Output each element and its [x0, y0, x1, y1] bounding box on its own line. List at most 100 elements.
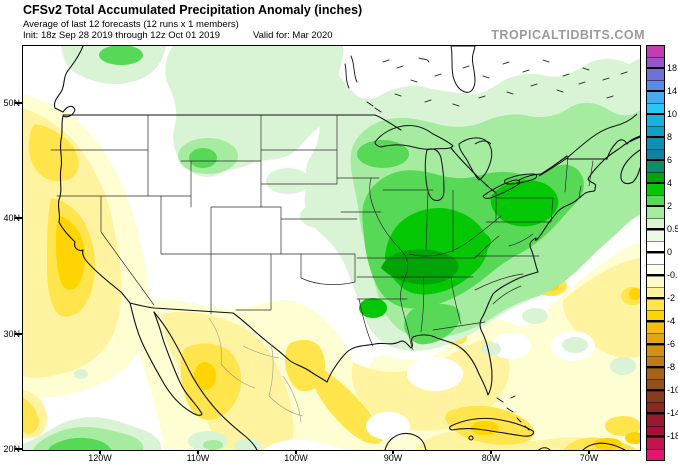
colorbar-label: -2: [667, 293, 676, 303]
colorbar-segment: [647, 345, 664, 358]
colorbar-label: 6: [667, 155, 673, 165]
colorbar-label: -14: [667, 408, 678, 418]
colorbar-segment: [647, 138, 664, 150]
colorbar-label: 4: [667, 178, 673, 188]
colorbar-segment: [647, 184, 664, 196]
hispaniola-outline: [582, 442, 626, 450]
colorbar-tick: [646, 251, 665, 253]
colorbar-segment: [647, 242, 664, 254]
precipitation-anomaly-map: [22, 45, 641, 451]
canada-border: [62, 114, 640, 193]
colorbar-label: -8: [667, 362, 676, 372]
colorbar-tick: [646, 274, 665, 276]
colorbar-label: 2: [667, 201, 673, 211]
colorbar-segment: [647, 253, 664, 266]
colorbar-tick: [646, 136, 665, 138]
colorbar-tick: [646, 159, 665, 161]
colorbar-segment: [647, 288, 664, 300]
state-borders: [50, 114, 594, 351]
colorbar-segment: [647, 299, 664, 312]
colorbar-tick: [646, 366, 665, 368]
colorbar-segment: [647, 115, 664, 127]
cuba-outline: [449, 417, 535, 437]
lon-label-120w: 120W: [88, 453, 112, 463]
colorbar-tick: [646, 228, 665, 230]
colorbar-tick: [646, 389, 665, 391]
lon-tick: [490, 449, 492, 454]
colorbar-label: 18: [667, 63, 678, 73]
colorbar-segment: [647, 334, 664, 346]
colorbar-segment: [647, 449, 664, 461]
yucatan-outline: [384, 432, 427, 450]
colorbar-label: -10: [667, 385, 678, 395]
lon-tick: [295, 449, 297, 454]
colorbar-label: -4: [667, 316, 676, 326]
valid-time-label: Valid for: Mar 2020: [253, 30, 333, 41]
colorbar-segment: [647, 322, 664, 335]
colorbar-segment: [647, 357, 664, 369]
colorbar-tick: [646, 182, 665, 184]
colorbar-segment: [647, 265, 664, 277]
map-subtitle: Average of last 12 forecasts (12 runs x …: [23, 19, 239, 30]
lon-tick: [588, 449, 590, 454]
colorbar-segment: [647, 126, 664, 139]
colorbar: [646, 45, 665, 461]
colorbar-segment: [647, 92, 664, 104]
jamaica-outline: [538, 447, 551, 450]
colorbar-label: -18: [667, 431, 678, 441]
lon-label-80w: 80W: [481, 453, 501, 463]
colorbar-segment: [647, 80, 664, 93]
colorbar-tick: [646, 113, 665, 115]
colorbar-tick: [646, 297, 665, 299]
colorbar-label: 8: [667, 132, 673, 142]
colorbar-segment: [647, 415, 664, 427]
colorbar-segment: [647, 103, 664, 116]
colorbar-segment: [647, 195, 664, 208]
colorbar-tick: [646, 205, 665, 207]
lat-label-40n: 40N: [3, 213, 20, 223]
bahamas-islands: [496, 395, 530, 431]
colorbar-segment: [647, 230, 664, 243]
mexico-state-borders: [208, 317, 304, 423]
colorbar-segment: [647, 438, 664, 450]
colorbar-segment: [647, 368, 664, 381]
lat-label-30n: 30N: [3, 329, 20, 339]
colorbar-tick: [646, 90, 665, 92]
colorbar-segment: [647, 276, 664, 289]
coastlines: [53, 46, 640, 450]
colorbar-segment: [647, 161, 664, 173]
colorbar-segment: [647, 391, 664, 404]
lat-tick: [15, 217, 22, 219]
colorbar-segment: [647, 46, 664, 58]
map-title: CFSv2 Total Accumulated Precipitation An…: [23, 3, 363, 17]
lon-tick: [392, 449, 394, 454]
colorbar-segment: [647, 403, 664, 415]
colorbar-segment: [647, 172, 664, 185]
lat-tick: [15, 448, 22, 450]
colorbar-tick: [646, 67, 665, 69]
lon-tick: [197, 449, 199, 454]
colorbar-label: 10: [667, 109, 678, 119]
colorbar-segment: [647, 69, 664, 81]
colorbar-segment: [647, 426, 664, 439]
colorbar-tick: [646, 320, 665, 322]
lon-label-110w: 110W: [186, 453, 210, 463]
great-lakes: [374, 46, 638, 201]
lon-tick: [99, 449, 101, 454]
colorbar-segment: [647, 218, 664, 231]
watermark: TROPICALTIDBITS.COM: [491, 28, 645, 42]
colorbar-label: 0.5: [667, 224, 678, 234]
colorbar-segment: [647, 380, 664, 392]
colorbar-label: -6: [667, 339, 676, 349]
colorbar-label: 0: [667, 247, 673, 257]
colorbar-segment: [647, 149, 664, 162]
lat-label-50n: 50N: [3, 98, 20, 108]
lon-label-70w: 70W: [579, 453, 599, 463]
yellow-anomaly-layer: [23, 94, 640, 450]
caribbean-outlines: [384, 395, 626, 450]
init-time-label: Init: 18z Sep 28 2019 through 12z Oct 01…: [23, 30, 221, 41]
colorbar-tick: [646, 435, 665, 437]
lat-tick: [15, 102, 22, 104]
colorbar-segment: [647, 207, 664, 219]
